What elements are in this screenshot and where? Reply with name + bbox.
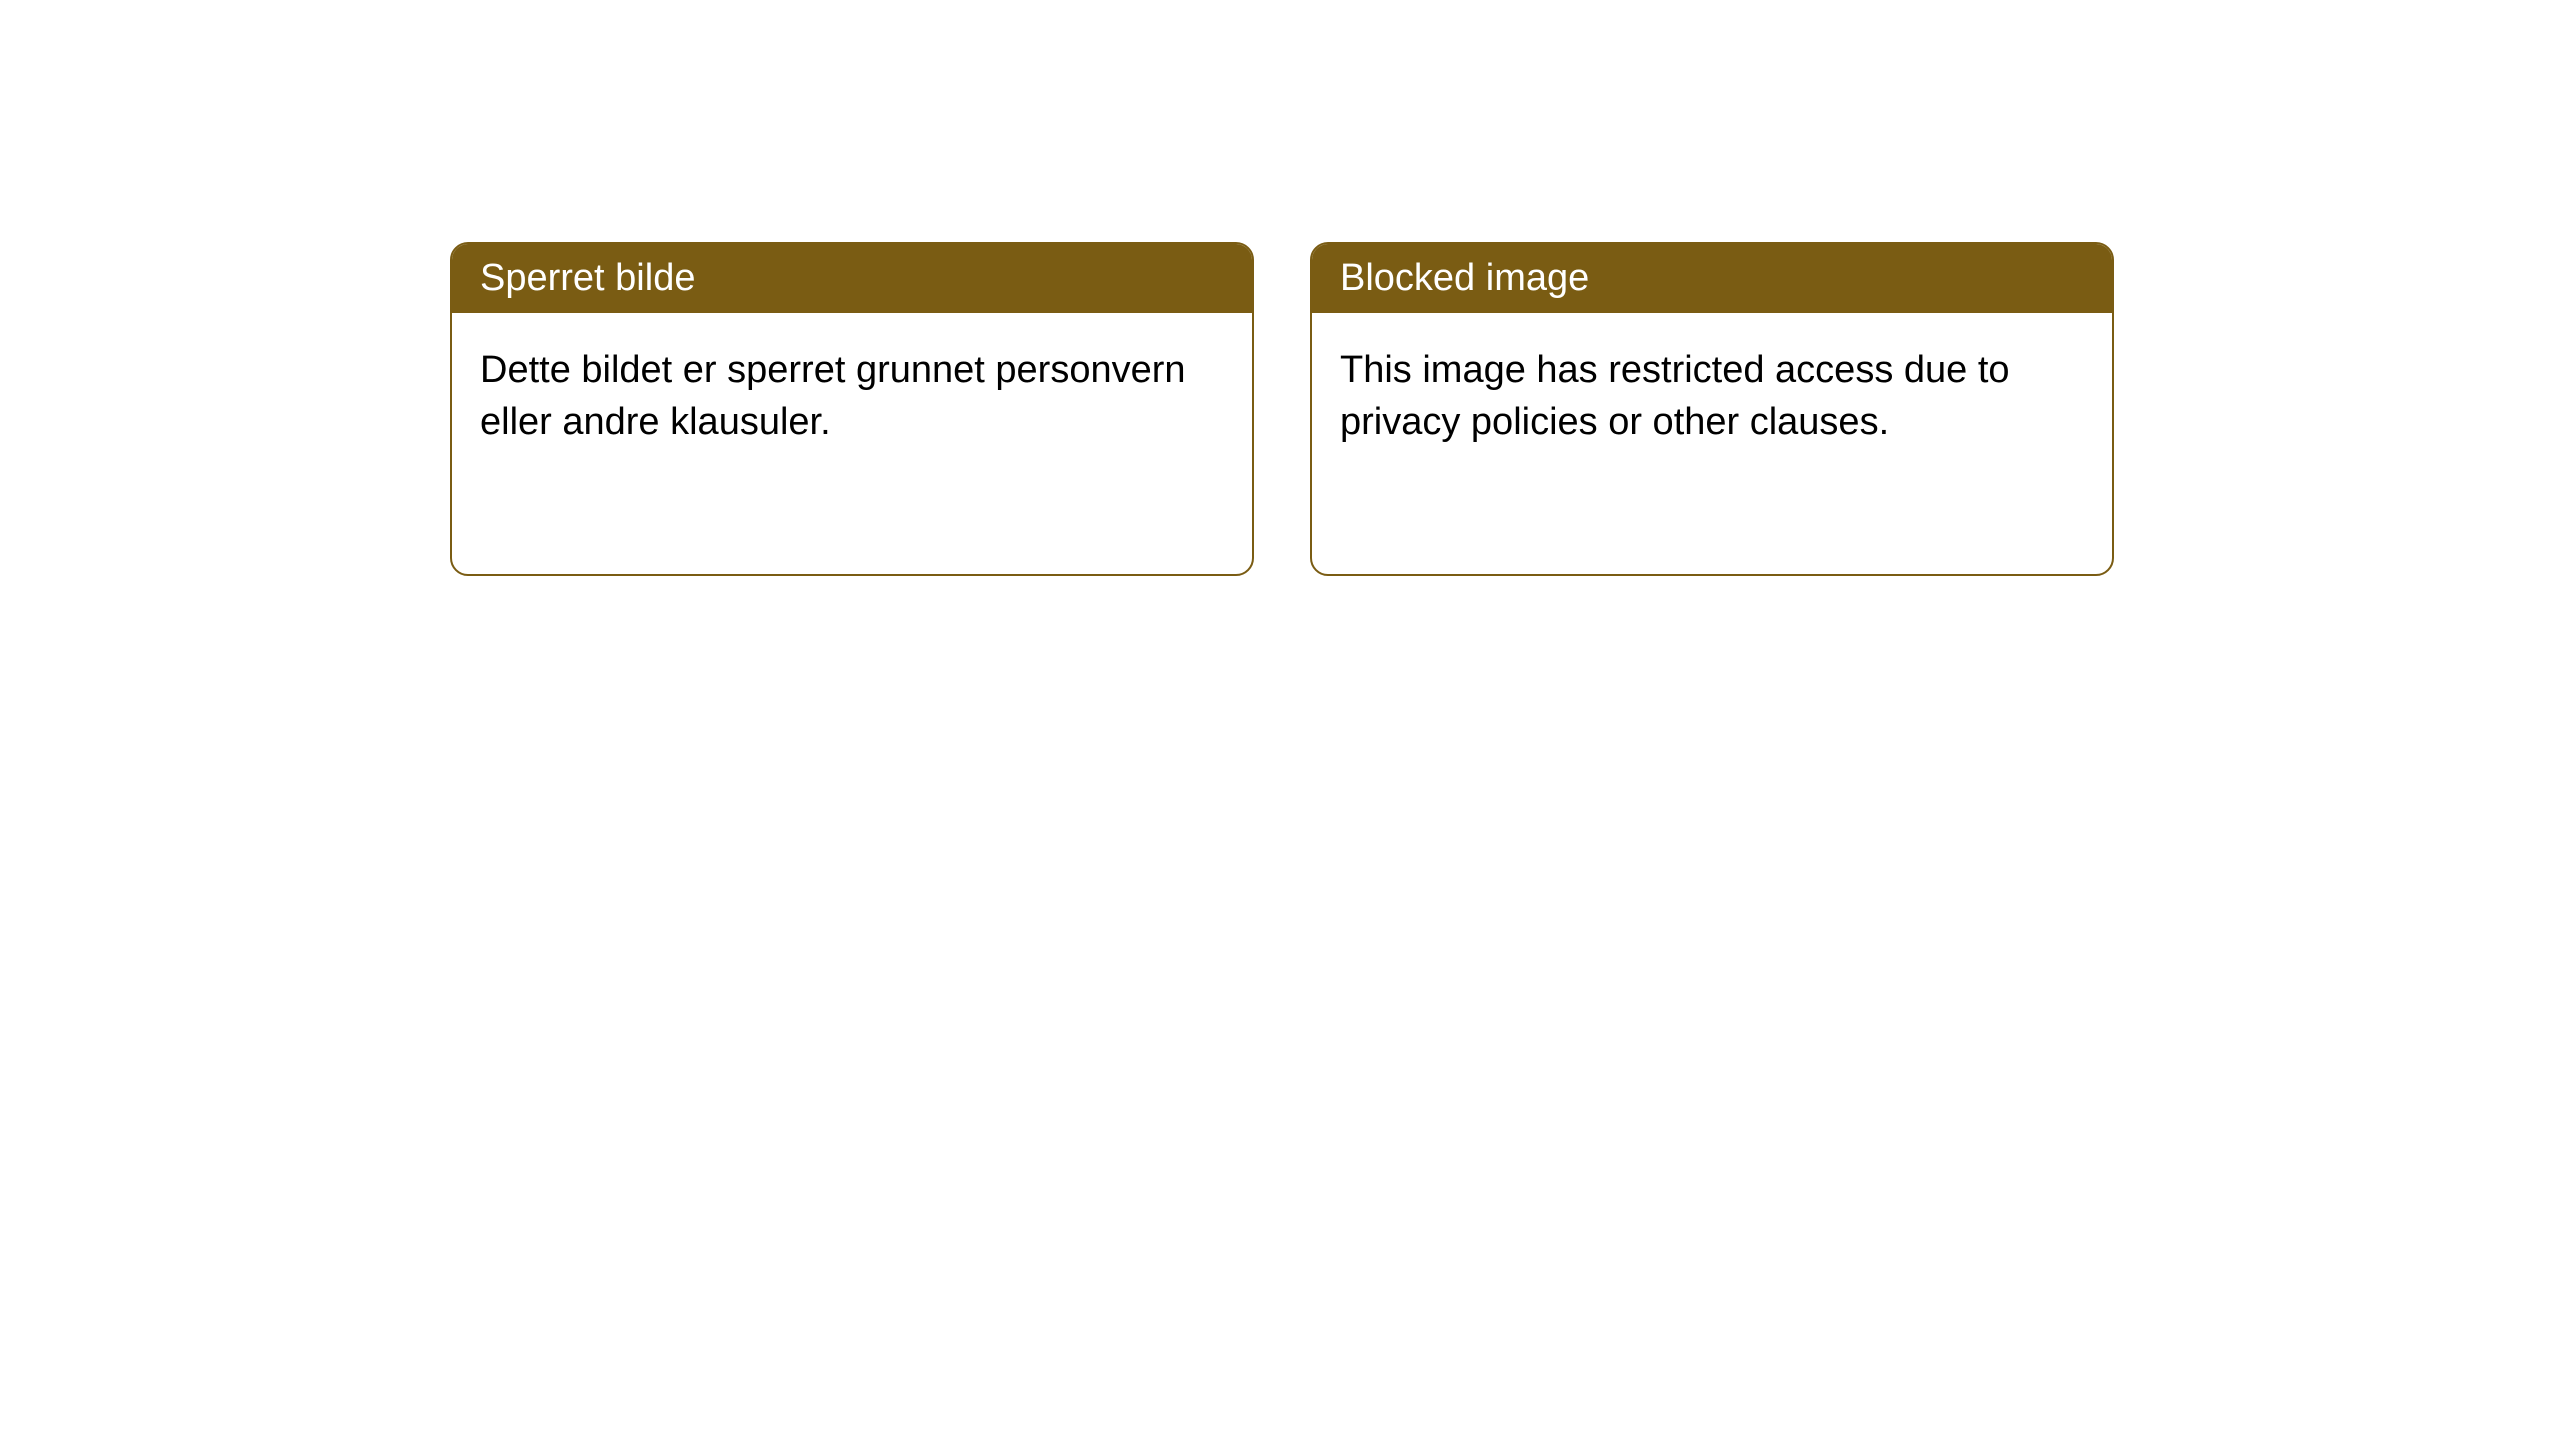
notice-card-title: Blocked image <box>1312 244 2112 313</box>
notice-card-en: Blocked image This image has restricted … <box>1310 242 2114 576</box>
notice-card-body: Dette bildet er sperret grunnet personve… <box>452 313 1252 574</box>
notice-card-no: Sperret bilde Dette bildet er sperret gr… <box>450 242 1254 576</box>
notice-card-title: Sperret bilde <box>452 244 1252 313</box>
notice-card-body: This image has restricted access due to … <box>1312 313 2112 574</box>
notice-cards-container: Sperret bilde Dette bildet er sperret gr… <box>450 242 2114 576</box>
